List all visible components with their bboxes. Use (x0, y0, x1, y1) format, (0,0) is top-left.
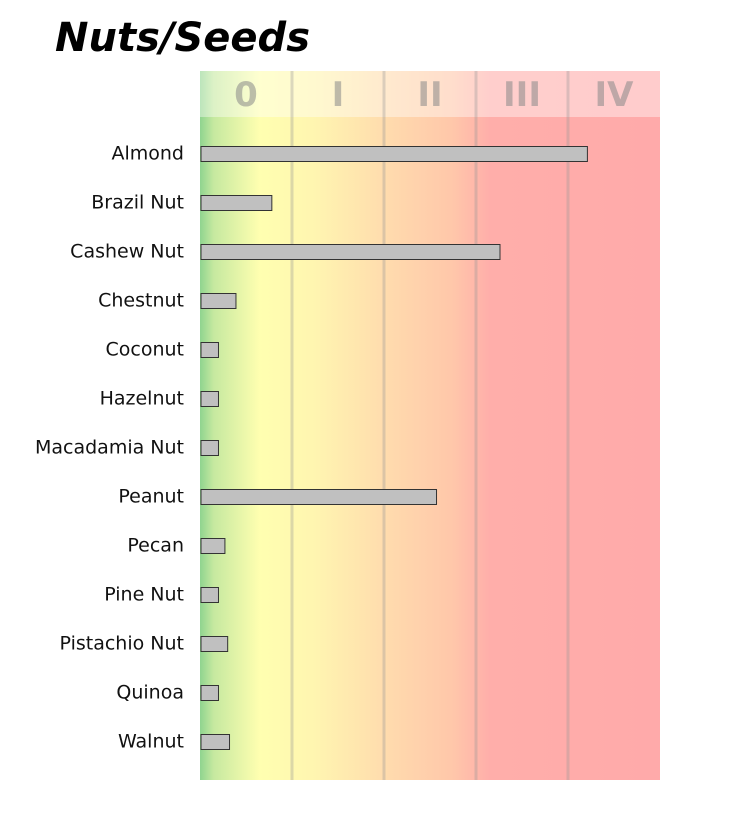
bar (200, 489, 438, 505)
category-label: Pistachio Nut (60, 633, 184, 655)
category-label: Almond (111, 143, 184, 165)
band-label: I (332, 75, 345, 115)
category-label: Quinoa (116, 682, 184, 704)
category-label: Hazelnut (100, 388, 184, 410)
bar (200, 734, 231, 750)
band-header (200, 71, 660, 117)
category-label: Walnut (118, 731, 184, 753)
category-label: Pecan (127, 535, 184, 557)
band-label: IV (595, 75, 635, 115)
bar (200, 587, 219, 603)
category-label: Macadamia Nut (35, 437, 184, 459)
band-label: III (503, 75, 541, 115)
bar (200, 440, 219, 456)
category-label: Pine Nut (104, 584, 184, 606)
category-label: Brazil Nut (91, 192, 184, 214)
bar (200, 538, 226, 554)
category-label: Coconut (106, 339, 185, 361)
category-label: Cashew Nut (70, 241, 184, 263)
bar (200, 685, 219, 701)
bar (200, 636, 229, 652)
bar (200, 244, 501, 260)
bar (200, 342, 219, 358)
band-label: 0 (234, 75, 258, 115)
band-label: II (417, 75, 442, 115)
category-label: Peanut (118, 486, 184, 508)
chart-title: Nuts/Seeds (55, 15, 310, 61)
bar (200, 146, 588, 162)
plot-background (200, 71, 660, 780)
bar (200, 293, 237, 309)
bar (200, 195, 273, 211)
category-label: Chestnut (98, 290, 184, 312)
bar (200, 391, 219, 407)
